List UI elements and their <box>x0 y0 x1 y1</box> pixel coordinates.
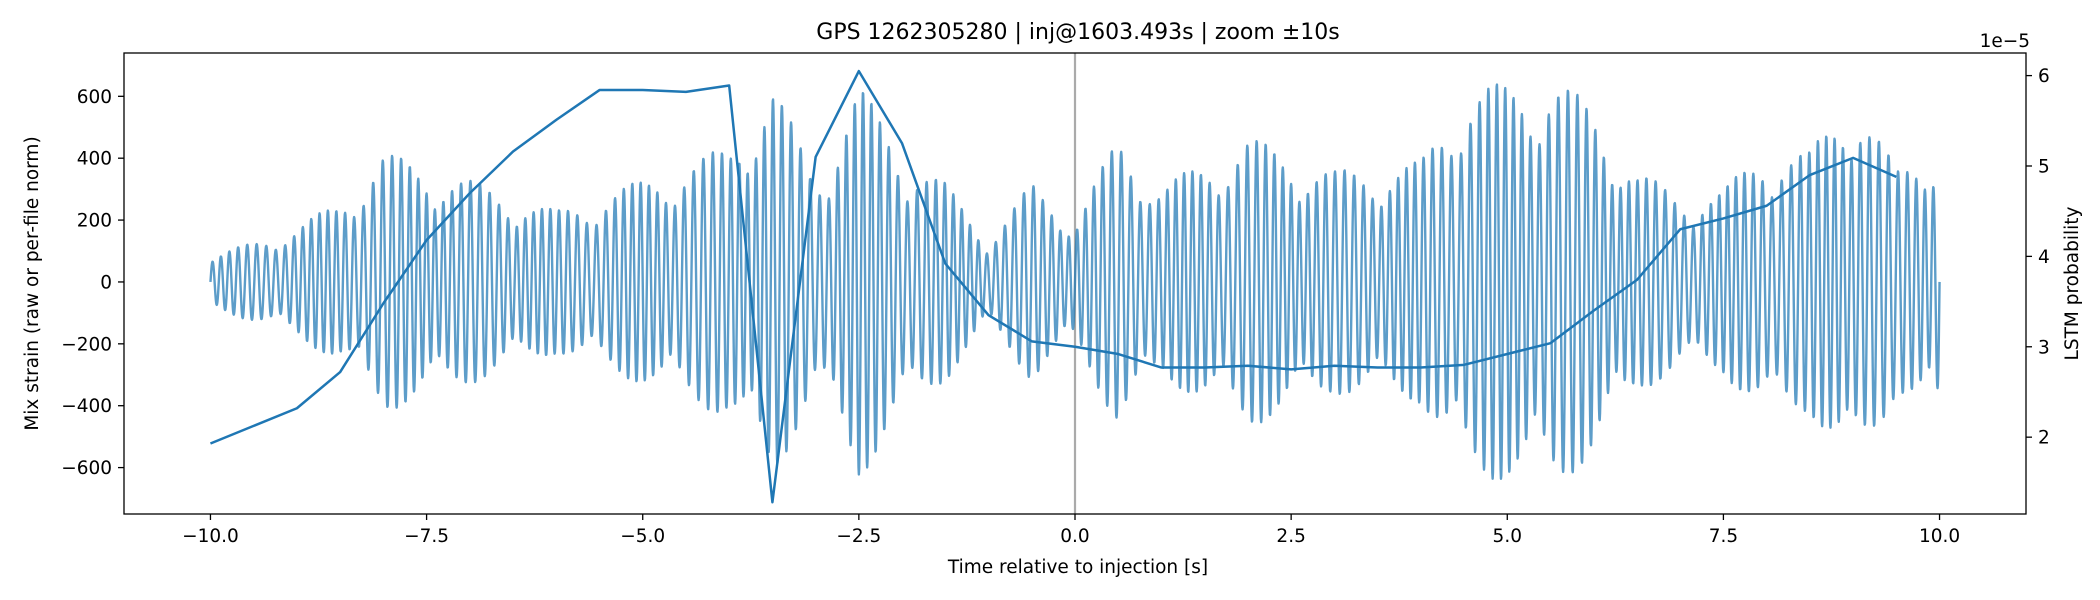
x-tick-label: −10.0 <box>182 526 239 547</box>
y-left-tick-label: 400 <box>77 149 112 170</box>
y-right-axis-ticks: 2 3 4 5 6 <box>2026 66 2050 449</box>
y-left-tick-label: 0 <box>100 272 112 293</box>
y-left-tick-label: 200 <box>77 211 112 232</box>
x-tick-label: 7.5 <box>1709 526 1738 547</box>
y-right-axis-label: LSTM probability <box>2062 207 2083 361</box>
strain-series-group <box>209 83 1941 480</box>
y-left-axis-label: Mix strain (raw or per-file norm) <box>22 136 43 430</box>
y-right-offset-label: 1e−5 <box>1980 31 2030 52</box>
y-left-tick-label: −400 <box>61 396 112 417</box>
y-right-tick-label: 5 <box>2038 156 2050 177</box>
x-tick-label: 10.0 <box>1919 526 1960 547</box>
x-tick-label: 2.5 <box>1276 526 1305 547</box>
y-right-tick-label: 2 <box>2038 428 2050 449</box>
y-right-tick-label: 6 <box>2038 66 2050 87</box>
x-tick-label: 0.0 <box>1060 526 1089 547</box>
y-left-axis-ticks: −600 −400 −200 0 200 400 600 <box>61 87 124 479</box>
y-left-tick-label: −600 <box>61 458 112 479</box>
y-right-tick-label: 4 <box>2038 247 2050 268</box>
y-left-tick-label: −200 <box>61 334 112 355</box>
chart-title: GPS 1262305280 | inj@1603.493s | zoom ±1… <box>816 20 1339 45</box>
x-tick-label: −7.5 <box>404 526 449 547</box>
y-right-tick-label: 3 <box>2038 337 2050 358</box>
probability-series-group <box>209 69 1897 504</box>
x-tick-label: −5.0 <box>620 526 665 547</box>
strain-series-line <box>209 83 1941 480</box>
x-axis-ticks: −10.0 −7.5 −5.0 −2.5 0.0 2.5 5.0 7.5 10.0 <box>182 514 1960 547</box>
y-left-tick-label: 600 <box>77 87 112 108</box>
x-tick-label: 5.0 <box>1493 526 1522 547</box>
x-axis-label: Time relative to injection [s] <box>947 557 1208 578</box>
probability-series-line <box>209 69 1897 504</box>
x-tick-label: −2.5 <box>836 526 881 547</box>
